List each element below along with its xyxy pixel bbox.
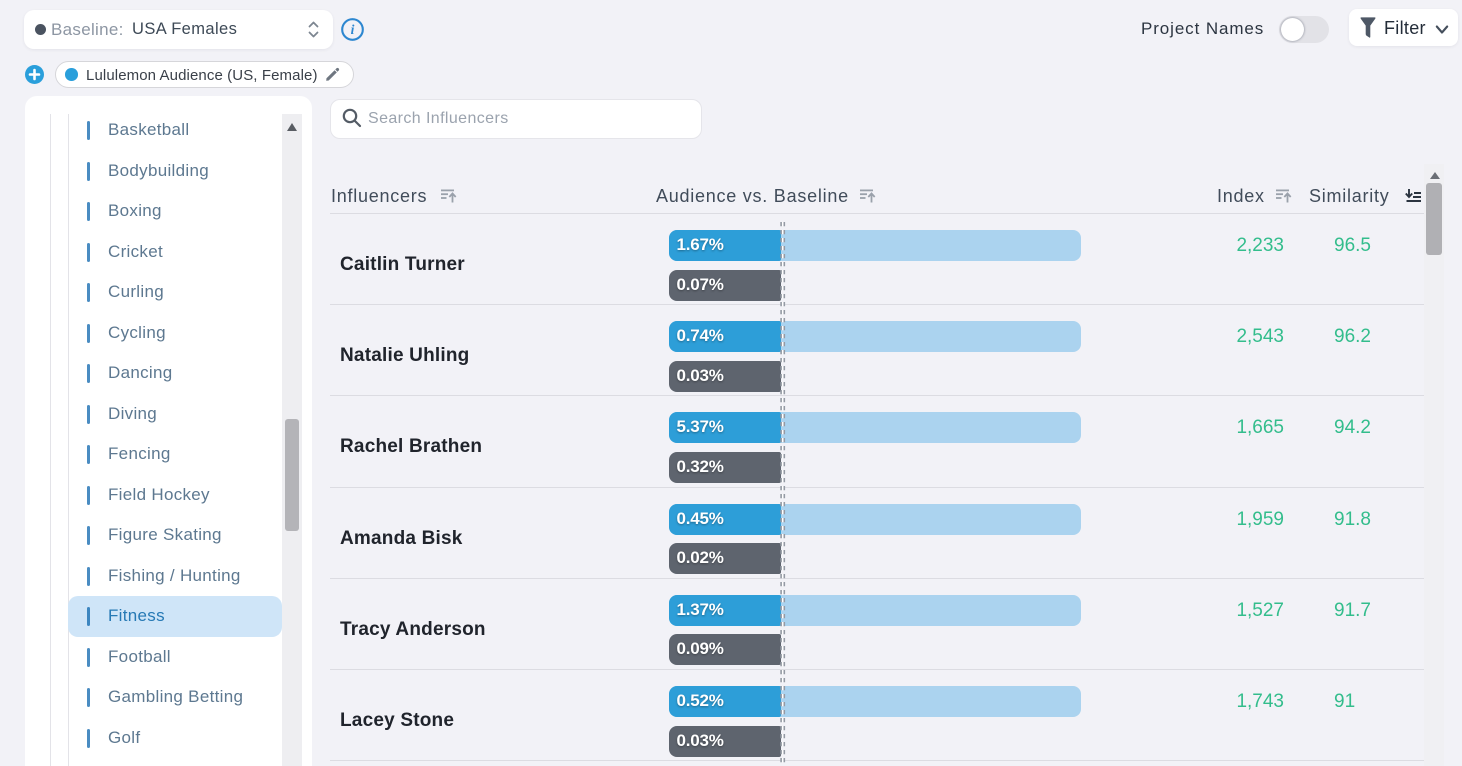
svg-text:i: i [351,22,355,37]
